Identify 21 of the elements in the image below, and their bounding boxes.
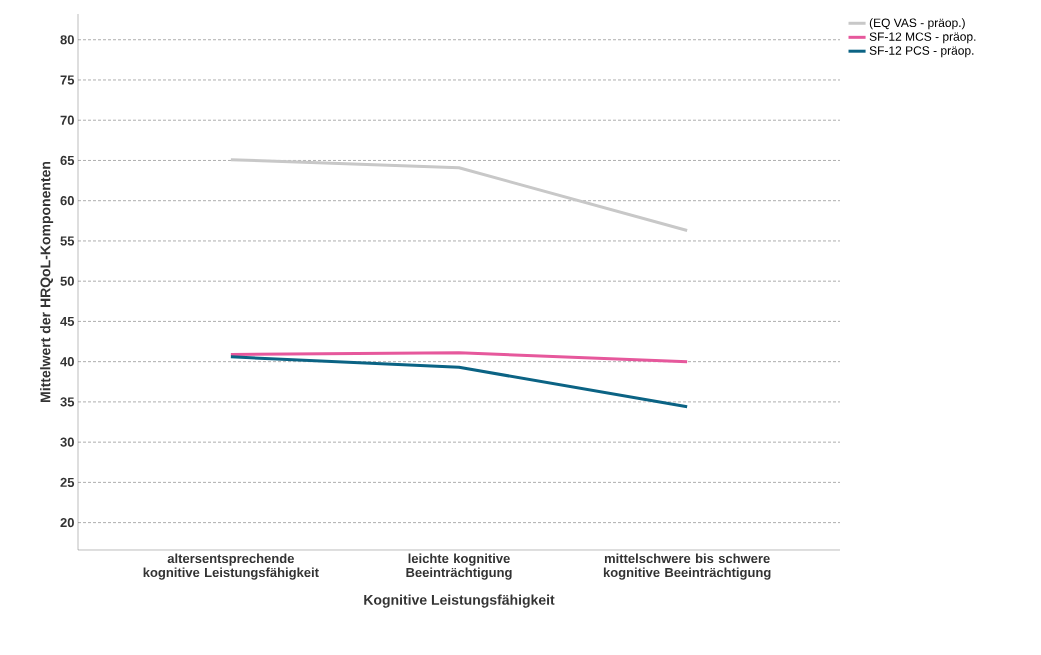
x-axis-title: Kognitive Leistungsfähigkeit	[364, 594, 555, 608]
legend-label: SF-12 MCS - präop.	[869, 32, 976, 44]
y-tick-label: 50	[60, 276, 74, 286]
y-tick-label: 80	[60, 35, 74, 45]
y-tick-label: 60	[60, 196, 74, 206]
y-tick-label: 30	[60, 437, 74, 447]
x-tick-label: mittelschwere bis schwere kognitive Beeinträchtigung	[603, 553, 771, 580]
y-tick-label: 45	[60, 316, 75, 326]
y-tick-label: 25	[60, 477, 75, 487]
y-axis-title: Mittelwert der HRQoL-Komponenten	[40, 161, 54, 402]
y-tick-label: 70	[60, 115, 74, 125]
legend-label: (EQ VAS - präop.)	[869, 18, 965, 30]
y-tick-label: 55	[60, 236, 75, 246]
legend-label: SF-12 PCS - präop.	[869, 46, 974, 58]
x-tick-label: altersentsprechende kognitive Leistungsfähigkeit	[143, 553, 319, 580]
y-tick-label: 75	[60, 75, 75, 85]
y-tick-label: 40	[60, 357, 74, 367]
y-tick-label: 35	[60, 397, 75, 407]
x-tick-label: leichte kognitive Beeinträchtigung	[406, 553, 512, 580]
y-tick-label: 20	[60, 518, 74, 528]
y-tick-label: 65	[60, 155, 75, 166]
